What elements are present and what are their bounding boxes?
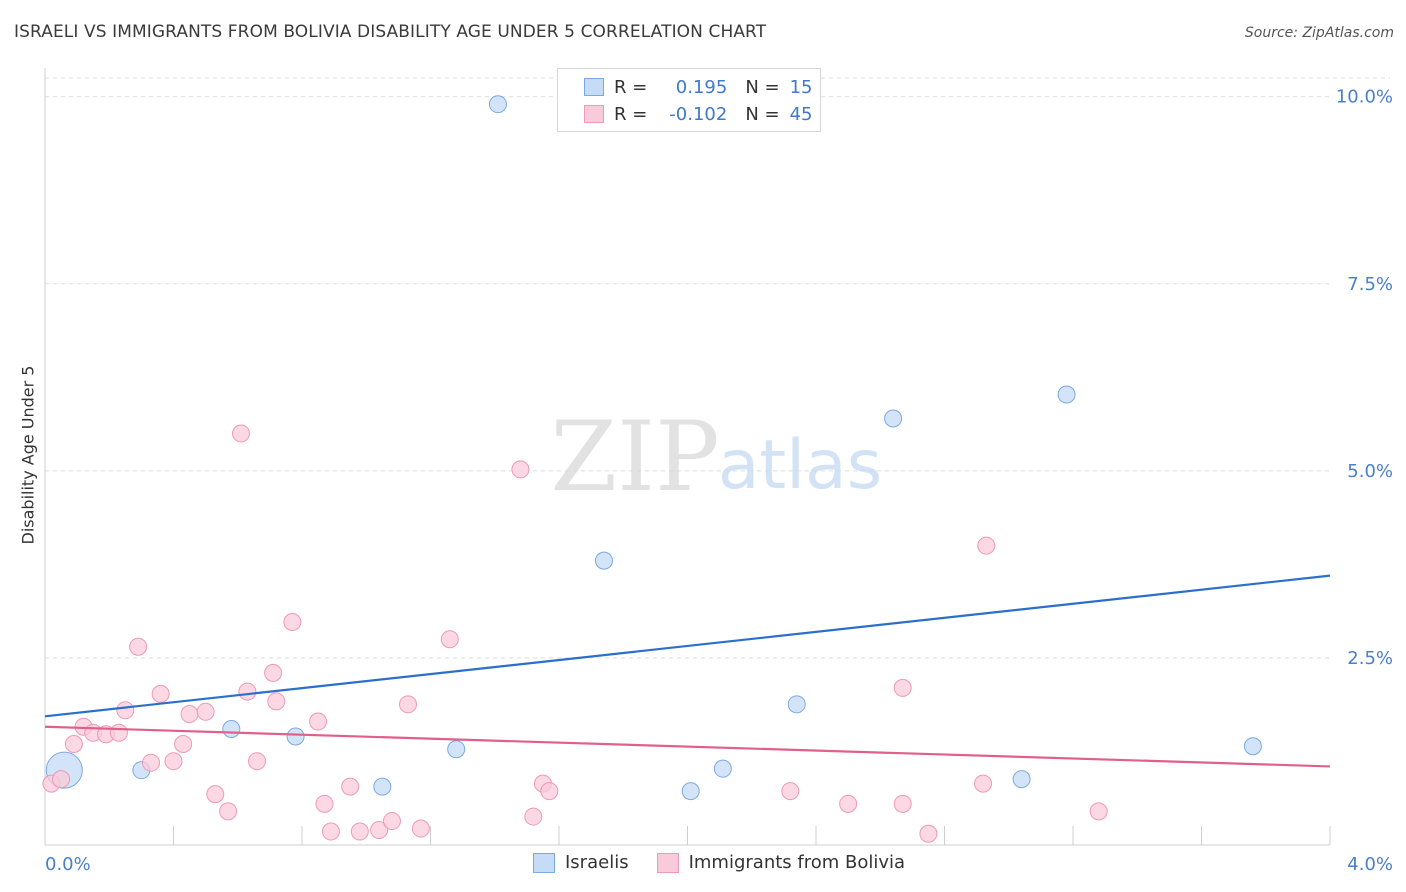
bolivia-point	[511, 460, 530, 479]
n-value: 15	[789, 76, 813, 98]
series-legend: Israelis Immigrants from Bolivia	[533, 852, 933, 873]
bolivia-point	[370, 821, 389, 840]
y-tick-label: 2.5%	[1347, 648, 1393, 669]
bolivia-point	[315, 794, 334, 813]
bolivia-point	[238, 682, 257, 701]
bolivia-point	[321, 822, 340, 841]
israelis-point	[373, 777, 392, 796]
bolivia-point	[151, 684, 170, 703]
n-value: 45	[789, 103, 813, 125]
bolivia-point	[164, 752, 183, 771]
bolivia-point	[52, 770, 71, 789]
bolivia-point	[196, 702, 215, 721]
bolivia-point	[267, 692, 286, 711]
israelis-point	[1057, 385, 1076, 404]
israelis-point	[222, 720, 241, 739]
israelis-swatch	[584, 78, 604, 96]
israelis-point	[447, 740, 466, 759]
israelis-point	[286, 727, 305, 746]
legend-label: Israelis	[565, 852, 629, 873]
n-label: N =	[745, 103, 780, 125]
bolivia-point	[174, 734, 193, 753]
legend-item-israelis: Israelis	[533, 852, 629, 873]
israelis-point	[884, 409, 903, 428]
bolivia-point	[524, 807, 543, 826]
bolivia-point	[116, 701, 135, 720]
bolivia-point	[382, 812, 401, 831]
watermark-zip: ZIP	[550, 401, 719, 513]
bolivia-point	[341, 777, 360, 796]
bolivia-point	[283, 613, 302, 632]
bolivia-point	[309, 712, 328, 731]
bolivia-point	[206, 785, 225, 804]
n-label: N =	[745, 76, 780, 98]
bolivia-swatch	[584, 105, 604, 123]
israelis-point	[713, 759, 732, 778]
y-tick-label: 7.5%	[1347, 274, 1393, 295]
bolivia-point	[919, 824, 938, 843]
bolivia-point	[1089, 802, 1108, 821]
bolivia-point	[109, 723, 128, 742]
r-value: 0.195	[675, 76, 728, 98]
watermark-atlas: atlas	[718, 426, 882, 505]
bolivia-point	[180, 705, 199, 724]
bolivia-point	[64, 734, 83, 753]
israelis-point	[787, 695, 806, 714]
bolivia-swatch	[656, 852, 679, 873]
bolivia-point	[129, 637, 148, 656]
legend-label: Immigrants from Bolivia	[688, 852, 906, 873]
israelis-point	[681, 782, 700, 801]
bolivia-point	[411, 819, 430, 838]
bolivia-point	[142, 753, 161, 772]
source-label: Source: ZipAtlas.com	[1244, 25, 1394, 41]
bolivia-point	[399, 695, 418, 714]
chart-title: ISRAELI VS IMMIGRANTS FROM BOLIVIA DISAB…	[14, 22, 767, 42]
r-label: R =	[614, 76, 648, 98]
stats-legend: R = 0.195 N = 15 R = -0.102 N = 45	[557, 68, 821, 132]
bolivia-point	[977, 536, 996, 555]
bolivia-point	[219, 802, 238, 821]
bolivia-point	[974, 774, 993, 793]
bolivia-point	[231, 424, 250, 443]
y-tick-label: 5.0%	[1347, 461, 1393, 482]
israelis-point	[1012, 770, 1031, 789]
israelis-swatch	[533, 852, 555, 873]
bolivia-point	[839, 794, 858, 813]
x-tick-label: 4.0%	[1347, 854, 1393, 875]
bolivia-point	[350, 822, 369, 841]
israelis-trend-line	[44, 574, 1331, 718]
y-tick-label: 10.0%	[1336, 87, 1393, 108]
bolivia-point	[893, 794, 912, 813]
bolivia-point	[540, 782, 559, 801]
bolivia-point	[440, 630, 459, 649]
israelis-point	[1243, 737, 1262, 756]
r-label: R =	[614, 103, 648, 125]
x-tick-label: 0.0%	[45, 854, 91, 875]
bolivia-point	[248, 752, 267, 771]
legend-item-bolivia: Immigrants from Bolivia	[656, 852, 906, 873]
r-value: -0.102	[669, 103, 728, 125]
stats-legend-row-israelis: R = 0.195 N = 15	[584, 75, 813, 99]
bolivia-point	[264, 663, 283, 682]
bolivia-point	[893, 678, 912, 697]
israelis-point	[488, 95, 507, 114]
bolivia-point	[781, 782, 800, 801]
israelis-point	[594, 551, 613, 570]
stats-legend-row-bolivia: R = -0.102 N = 45	[584, 102, 813, 126]
bolivia-trend-line	[44, 725, 1331, 768]
